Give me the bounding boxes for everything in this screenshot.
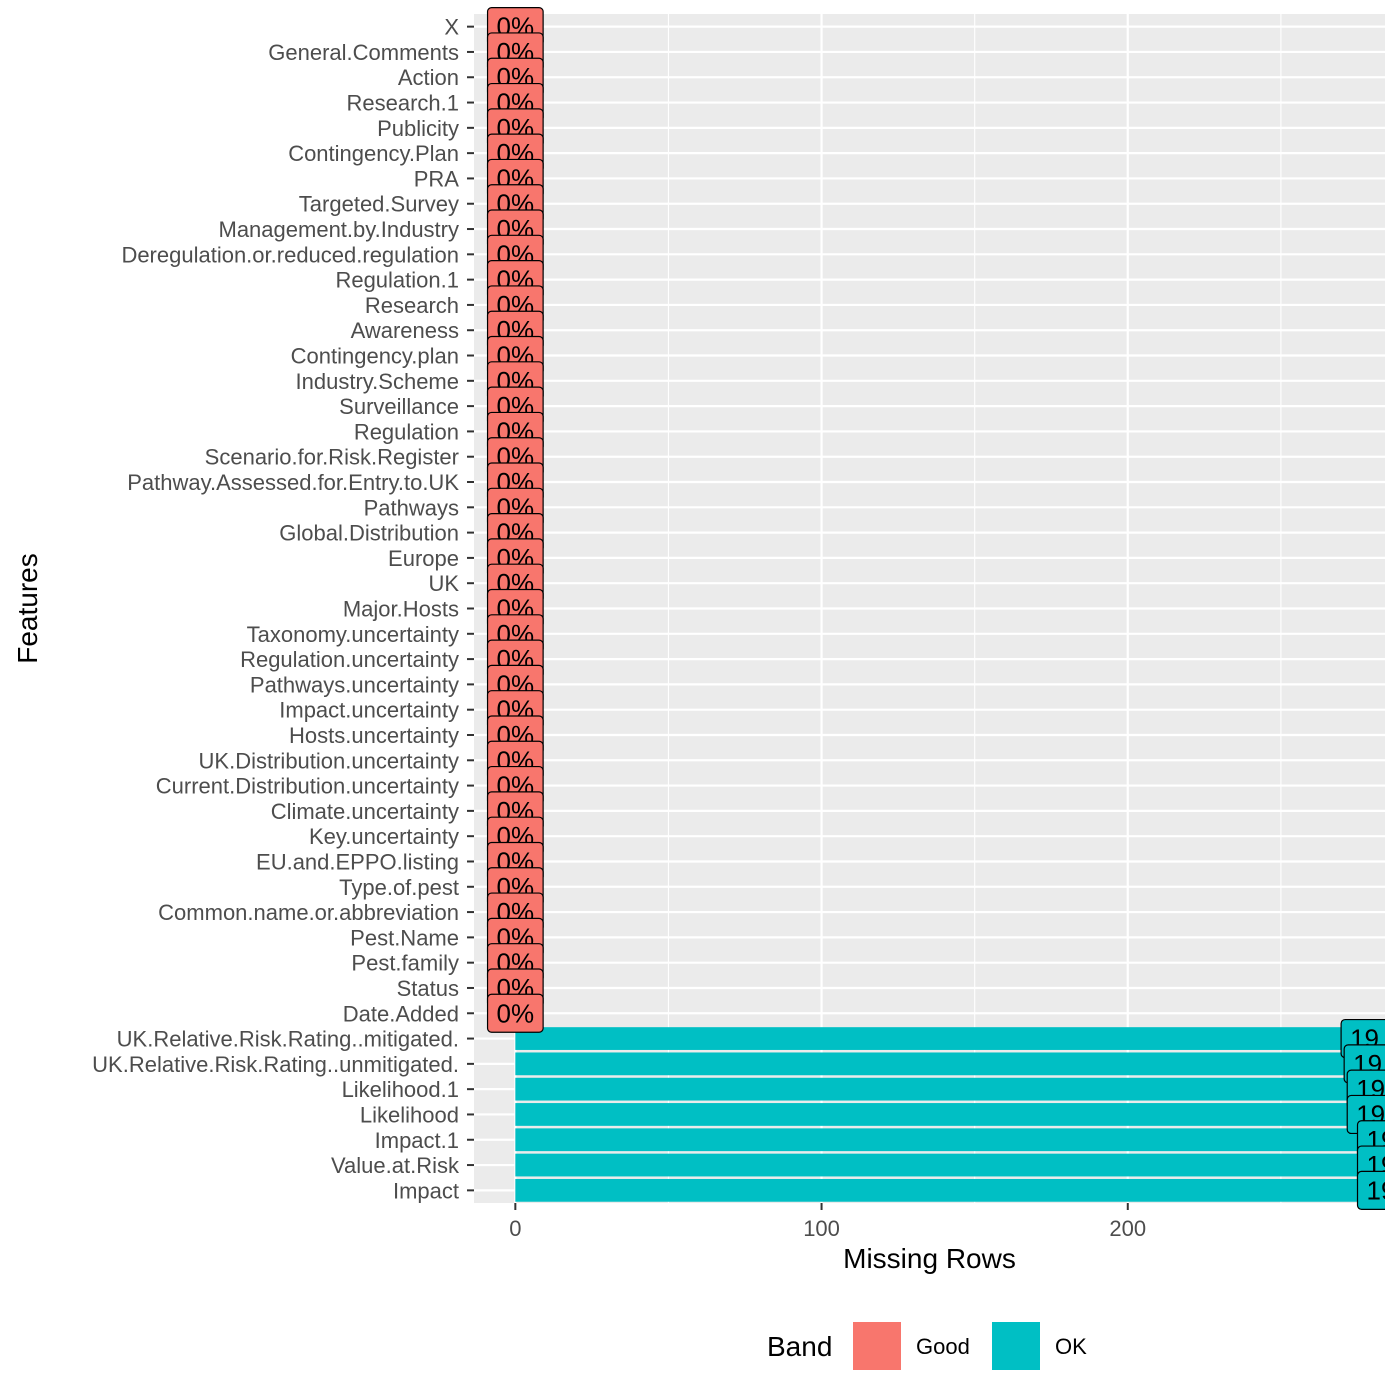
- plot-panel-clip-cover: [1385, 0, 1400, 1400]
- y-tick-label: UK.Distribution.uncertainty: [199, 748, 459, 773]
- legend: Band Good OK: [767, 1322, 1087, 1370]
- y-tick-label: Key.uncertainty: [309, 824, 459, 849]
- y-tick-label: Regulation: [354, 419, 459, 444]
- bar: [515, 1178, 1400, 1202]
- legend-label: OK: [1055, 1334, 1087, 1359]
- x-tick-label: 100: [803, 1216, 840, 1241]
- y-tick-label: Current.Distribution.uncertainty: [156, 774, 459, 799]
- y-tick-label: General.Comments: [268, 40, 459, 65]
- y-tick-label: Pathway.Assessed.for.Entry.to.UK: [127, 470, 459, 495]
- y-tick-label: UK.Relative.Risk.Rating..unmitigated.: [92, 1052, 459, 1077]
- y-tick-label: Research.1: [346, 91, 459, 116]
- y-tick-label: Impact.uncertainty: [279, 698, 459, 723]
- y-tick-label: Date.Added: [343, 1001, 459, 1026]
- y-tick-label: Contingency.plan: [291, 344, 459, 369]
- y-tick-label: Targeted.Survey: [299, 192, 459, 217]
- y-tick-label: Action: [398, 65, 459, 90]
- legend-label: Good: [916, 1334, 970, 1359]
- y-tick-label: Likelihood: [360, 1102, 459, 1127]
- y-tick-label: Regulation.1: [335, 268, 459, 293]
- bar: [515, 1027, 1395, 1050]
- y-tick-label: UK: [428, 571, 459, 596]
- y-tick-label: Climate.uncertainty: [271, 799, 459, 824]
- legend-key: [992, 1322, 1040, 1370]
- y-tick-label: Management.by.Industry: [219, 217, 460, 242]
- y-tick-label: Deregulation.or.reduced.regulation: [121, 242, 459, 267]
- y-tick-label: Global.Distribution: [279, 521, 459, 546]
- y-tick-label: Regulation.uncertainty: [240, 647, 459, 672]
- data-label-text: 0%: [497, 998, 535, 1028]
- data-label: 0%: [486, 993, 544, 1033]
- y-tick-label: Impact.1: [375, 1128, 459, 1153]
- y-tick-label: Awareness: [351, 318, 459, 343]
- y-tick-label: Pathways.uncertainty: [250, 672, 459, 697]
- y-tick-label: Taxonomy.uncertainty: [247, 622, 459, 647]
- y-tick-label: Pest.Name: [350, 925, 459, 950]
- y-axis: XGeneral.CommentsActionResearch.1Publici…: [92, 15, 474, 1203]
- y-tick-label: Hosts.uncertainty: [289, 723, 459, 748]
- y-tick-label: PRA: [414, 166, 460, 191]
- y-tick-label: Pest.family: [351, 951, 459, 976]
- legend-key: [853, 1322, 901, 1370]
- grid-lines: [474, 14, 1385, 1203]
- bar: [515, 1052, 1398, 1076]
- y-tick-label: Contingency.Plan: [288, 141, 459, 166]
- y-tick-label: Research: [365, 293, 459, 318]
- legend-title: Band: [767, 1331, 832, 1362]
- y-tick-label: Impact: [393, 1178, 459, 1203]
- y-tick-label: Type.of.pest: [339, 875, 459, 900]
- x-axis: 0 100 200: [509, 1203, 1146, 1241]
- y-tick-label: Europe: [388, 546, 459, 571]
- y-tick-label: Scenario.for.Risk.Register: [205, 445, 459, 470]
- bars: [515, 1027, 1400, 1202]
- y-tick-label: Surveillance: [339, 394, 459, 419]
- bar: [515, 1128, 1400, 1152]
- y-tick-label: UK.Relative.Risk.Rating..mitigated.: [117, 1027, 459, 1052]
- y-tick-label: Value.at.Risk: [331, 1153, 460, 1178]
- bar: [515, 1153, 1400, 1177]
- x-tick-label: 0: [509, 1216, 521, 1241]
- y-tick-label: EU.and.EPPO.listing: [256, 849, 459, 874]
- y-tick-label: Common.name.or.abbreviation: [158, 900, 459, 925]
- y-tick-label: Status: [397, 976, 459, 1001]
- y-tick-label: Likelihood.1: [342, 1077, 459, 1102]
- x-tick-label: 200: [1109, 1216, 1146, 1241]
- bar: [515, 1077, 1400, 1101]
- y-axis-title: Features: [12, 553, 43, 664]
- y-tick-label: Pathways: [364, 495, 459, 520]
- y-tick-label: X: [444, 15, 459, 40]
- y-tick-label: Publicity: [377, 116, 459, 141]
- x-axis-title: Missing Rows: [843, 1243, 1016, 1274]
- bar: [515, 1103, 1400, 1126]
- data-labels: 0%0%0%0%0%0%0%0%0%0%0%0%0%0%0%0%0%0%0%0%…: [486, 7, 1400, 1210]
- y-tick-label: Industry.Scheme: [296, 369, 459, 394]
- data-label-box: [486, 993, 544, 1033]
- y-tick-label: Major.Hosts: [343, 597, 459, 622]
